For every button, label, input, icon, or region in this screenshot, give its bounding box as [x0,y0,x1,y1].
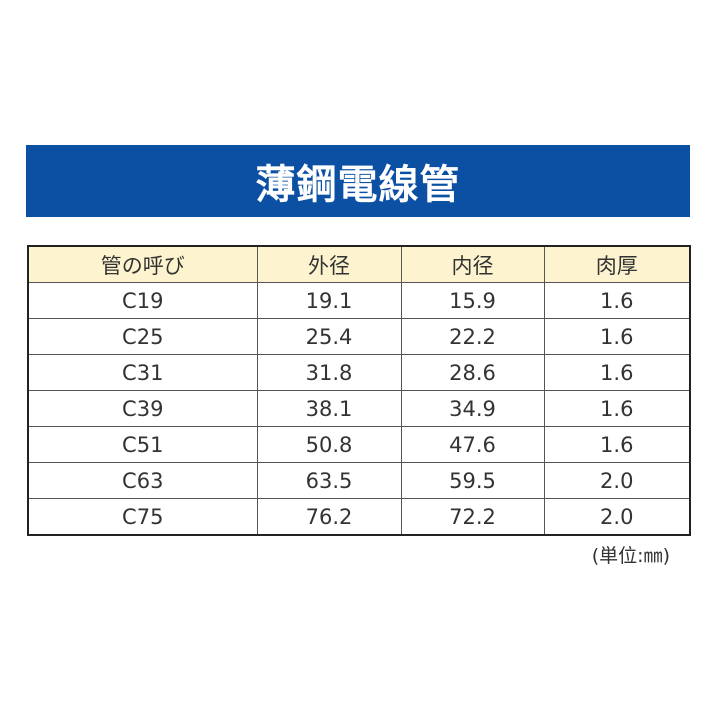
table-cell: 1.6 [543,354,691,391]
table-cell: 1.6 [543,282,691,319]
table-row: C75 76.2 72.2 2.0 [27,498,691,536]
table-cell: C63 [27,462,258,499]
table-cell: C51 [27,426,258,463]
table-cell: 72.2 [400,498,545,536]
table-cell: 28.6 [400,354,545,391]
table-cell: 59.5 [400,462,545,499]
table-cell: C31 [27,354,258,391]
table-cell: 15.9 [400,282,545,319]
table-cell: 50.8 [256,426,402,463]
column-header: 内径 [400,245,545,283]
table-cell: C39 [27,390,258,427]
table-cell: 19.1 [256,282,402,319]
table-row: C51 50.8 47.6 1.6 [27,426,691,463]
table-row: C25 25.4 22.2 1.6 [27,318,691,355]
table-cell: 2.0 [543,462,691,499]
column-header: 管の呼び [27,245,258,283]
table-cell: 76.2 [256,498,402,536]
table-cell: 38.1 [256,390,402,427]
table-cell: 1.6 [543,390,691,427]
table-cell: 1.6 [543,318,691,355]
table-row: C31 31.8 28.6 1.6 [27,354,691,391]
column-header: 外径 [256,245,402,283]
table-cell: 63.5 [256,462,402,499]
table-cell: C25 [27,318,258,355]
table-cell: 47.6 [400,426,545,463]
unit-note: (単位:㎜) [591,545,670,567]
table-cell: 34.9 [400,390,545,427]
spec-table: 管の呼び 外径 内径 肉厚 C19 19.1 15.9 1.6 C25 25.4 22.2 1.6 C… [27,245,691,536]
table-body: C19 19.1 15.9 1.6 C25 25.4 22.2 1.6 C31 31.8 28.6 1… [27,282,691,536]
table-cell: C19 [27,282,258,319]
title-banner: 薄鋼電線管 [26,145,690,217]
title: 薄鋼電線管 [255,162,461,208]
header-row: 管の呼び 外径 内径 肉厚 [27,245,691,283]
table-cell: 1.6 [543,426,691,463]
table-row: C63 63.5 59.5 2.0 [27,462,691,499]
table-cell: 22.2 [400,318,545,355]
table-row: C39 38.1 34.9 1.6 [27,390,691,427]
table-cell: C75 [27,498,258,536]
table-cell: 2.0 [543,498,691,536]
table-row: C19 19.1 15.9 1.6 [27,282,691,319]
column-header: 肉厚 [543,245,691,283]
table-cell: 25.4 [256,318,402,355]
table-cell: 31.8 [256,354,402,391]
